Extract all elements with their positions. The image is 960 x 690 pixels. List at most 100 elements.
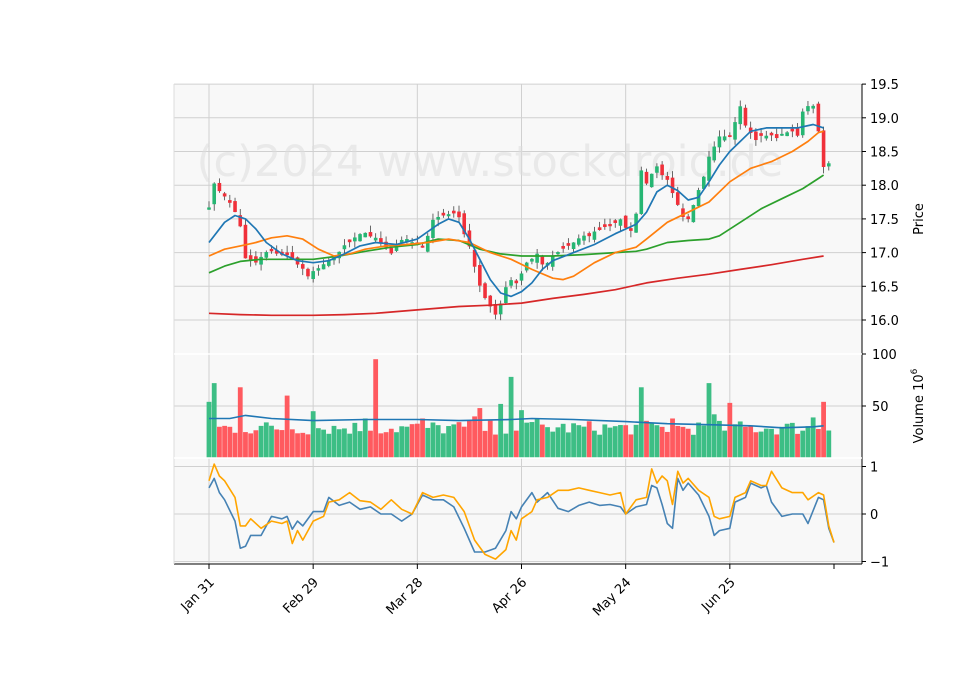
volume-bar-up (315, 428, 321, 458)
volume-bar-down (685, 428, 691, 458)
candle-up (326, 260, 331, 266)
candle-down (790, 128, 795, 132)
candle-up (316, 268, 321, 271)
candle-down (483, 283, 487, 299)
volume-bar-up (649, 422, 655, 458)
volume-average-line (209, 414, 824, 429)
volume-bar-down (378, 433, 384, 458)
volume-axis-label: Volume 106 (910, 368, 927, 443)
price-axis-label: Price (912, 203, 927, 235)
candle-down (451, 210, 456, 214)
volume-bar-up (394, 432, 399, 458)
volume-bar-down (467, 421, 472, 458)
candle-down (681, 208, 685, 217)
volume-bar-down (295, 433, 300, 458)
volume-bar-up (633, 424, 639, 458)
volume-bar-up (805, 426, 811, 458)
candle-down (644, 171, 649, 184)
volume-bar-down (482, 430, 488, 458)
candle-down (248, 255, 253, 260)
candle-down (389, 247, 394, 254)
volume-bar-down (227, 426, 233, 458)
volume-bar-up (435, 425, 441, 458)
price-tick-label: 18.0 (870, 179, 899, 194)
candle-up (738, 106, 743, 125)
volume-bar-down (623, 425, 629, 458)
volume-bar-up (581, 426, 587, 458)
price-axis-ticks: 16.0 16.5 17.0 17.5 18.0 18.5 19.0 19.5 (862, 78, 899, 329)
oscillator-series-a-line (208, 477, 835, 553)
volume-bar-down (300, 432, 306, 458)
volume-bar-down (237, 387, 243, 458)
candle-down (233, 201, 237, 213)
candle-up (207, 207, 211, 210)
volume-bar-up (565, 432, 571, 458)
volume-bar-down (289, 429, 295, 458)
volume-bar-up (508, 376, 514, 458)
volume-bar-up (758, 431, 764, 458)
volume-bar-up (362, 418, 368, 458)
oscillator-axis-ticks: −1 0 1 (862, 461, 889, 571)
volume-bar-down (409, 424, 415, 458)
candle-up (691, 205, 696, 223)
price-tick-label: 19.0 (870, 112, 899, 127)
volume-bar-down (284, 395, 290, 458)
candle-up (764, 135, 769, 139)
volume-bar-down (815, 428, 821, 458)
candle-down (290, 252, 295, 259)
price-tick-label: 16.0 (870, 314, 899, 329)
candle-up (498, 303, 503, 315)
candle-up (358, 234, 362, 242)
candle-down (269, 248, 274, 252)
volume-bar-down (477, 408, 483, 458)
volume-bar-up (722, 430, 728, 458)
volume-bar-up (571, 423, 576, 458)
volume-bar-up (690, 434, 696, 458)
candle-down (816, 103, 821, 132)
volume-bar-up (696, 422, 701, 458)
volume-bar-down (664, 431, 670, 458)
x-tick-label: Apr 26 (489, 575, 530, 616)
candle-down (769, 132, 774, 136)
price-tick-label: 16.5 (870, 280, 899, 295)
candle-down (821, 130, 826, 167)
volume-bar-up (717, 420, 722, 458)
volume-bar-down (487, 420, 493, 458)
candle-down (368, 232, 373, 237)
candle-up (446, 214, 451, 217)
candle-up (373, 237, 378, 241)
oscillator-lines (208, 463, 835, 560)
volume-bar-up (263, 422, 269, 458)
volume-bar-up (550, 431, 556, 458)
moving-average-lines (208, 123, 825, 317)
candle-up (639, 170, 644, 214)
volume-panel: 50 100 Volume 106 (174, 348, 927, 458)
volume-bar-up (612, 426, 618, 458)
volume-bar-up (592, 430, 597, 458)
candle-down (238, 215, 243, 227)
candle-up (701, 176, 706, 189)
candle-up (618, 219, 623, 226)
watermark: (c)2024 www.stockdroid.de (197, 137, 784, 187)
oscillator-panel: −1 0 1 (174, 458, 889, 571)
candle-up (405, 239, 409, 243)
candle-up (519, 273, 524, 281)
price-tick-label: 19.5 (870, 78, 899, 93)
volume-bar-down (222, 425, 228, 458)
candle-up (582, 235, 586, 241)
candle-down (754, 131, 758, 141)
sma-fast-line (208, 123, 824, 298)
volume-bar-up (711, 414, 717, 458)
volume-bar-down (388, 428, 394, 458)
volume-bar-up (701, 425, 707, 458)
volume-bar-down (420, 418, 425, 458)
candle-up (826, 163, 831, 167)
volume-bar-up (737, 421, 743, 458)
candle-down (566, 243, 571, 246)
oscillator-tick-label: −1 (870, 556, 889, 571)
volume-bar-up (425, 427, 431, 458)
volume-bar-down (539, 424, 545, 458)
volume-bar-down (774, 434, 780, 458)
oscillator-panel-background (174, 458, 862, 564)
